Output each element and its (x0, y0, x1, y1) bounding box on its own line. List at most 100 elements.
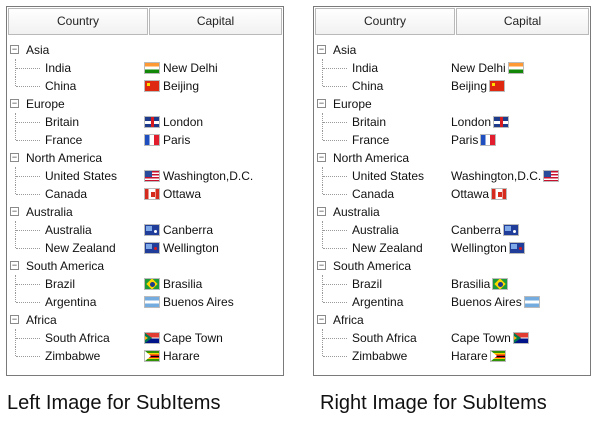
tree-connector-line (16, 230, 40, 231)
tree-connector-line (322, 293, 323, 302)
tree-item-row[interactable]: China Beijing (314, 77, 590, 95)
country-cell: Argentina (45, 295, 96, 309)
tree-item-row[interactable]: Zimbabwe Harare (314, 347, 590, 365)
tree-item-row[interactable]: India New Delhi (7, 59, 283, 77)
tree-item-row[interactable]: Zimbabwe Harare (7, 347, 283, 365)
tree-item-row[interactable]: France Paris (7, 131, 283, 149)
capital-label: Ottawa (163, 187, 201, 201)
tree-item-row[interactable]: United States Washington,D.C. (314, 167, 590, 185)
collapse-toggle-icon[interactable]: − (10, 207, 19, 216)
tree-connector-line (15, 293, 16, 302)
collapse-toggle-icon[interactable]: − (10, 45, 19, 54)
tree-item-row[interactable]: Britain London (7, 113, 283, 131)
capital-cell: New Delhi (144, 60, 218, 76)
tree-item-row[interactable]: Brazil Brasilia (314, 275, 590, 293)
tree-group-row[interactable]: − Australia (314, 203, 590, 221)
column-header-country[interactable]: Country (315, 8, 455, 35)
tree-item-row[interactable]: China Beijing (7, 77, 283, 95)
collapse-toggle-icon[interactable]: − (10, 153, 19, 162)
tree-connector-line (15, 77, 16, 86)
capital-cell: Paris (144, 132, 190, 148)
tree-item-row[interactable]: Argentina Buenos Aires (7, 293, 283, 311)
tree-connector-line (15, 347, 16, 356)
tree-item-row[interactable]: Argentina Buenos Aires (314, 293, 590, 311)
tree-group-row[interactable]: − Africa (314, 311, 590, 329)
column-header-row: Country Capital (315, 8, 589, 36)
capital-cell: Cape Town (451, 330, 529, 346)
tree-item-row[interactable]: Australia Canberra (314, 221, 590, 239)
ca-flag-icon (144, 188, 160, 200)
column-header-capital[interactable]: Capital (149, 8, 282, 35)
br-flag-icon (492, 278, 508, 290)
tree-item-row[interactable]: Canada Ottawa (314, 185, 590, 203)
group-label: North America (26, 151, 102, 165)
au-flag-icon (144, 224, 160, 236)
capital-cell: Washington,D.C. (144, 168, 253, 184)
group-label: North America (333, 151, 409, 165)
capital-cell: Brasilia (144, 276, 202, 292)
column-header-capital[interactable]: Capital (456, 8, 589, 35)
tree-connector-line (322, 239, 323, 248)
group-label: Europe (333, 97, 372, 111)
tree-item-row[interactable]: South Africa Cape Town (7, 329, 283, 347)
tree-item-row[interactable]: New Zealand Wellington (7, 239, 283, 257)
tree-item-row[interactable]: United States Washington,D.C. (7, 167, 283, 185)
tree-group-row[interactable]: − Europe (314, 95, 590, 113)
tree-item-row[interactable]: Canada Ottawa (7, 185, 283, 203)
tree-connector-line (323, 86, 347, 87)
capital-cell: New Delhi (451, 60, 524, 76)
tree-connector-line (323, 302, 347, 303)
tree-connector-line (322, 185, 323, 194)
collapse-toggle-icon[interactable]: − (317, 45, 326, 54)
tree-group-row[interactable]: − Asia (314, 41, 590, 59)
group-label: South America (333, 259, 411, 273)
capital-label: Ottawa (451, 187, 489, 201)
tree-connector-line (16, 86, 40, 87)
tree-item-row[interactable]: Australia Canberra (7, 221, 283, 239)
tree-list-left-image: Country Capital − Asia India New Delhi China… (6, 6, 284, 376)
country-cell: United States (352, 169, 424, 183)
collapse-toggle-icon[interactable]: − (317, 153, 326, 162)
tree-group-row[interactable]: − South America (7, 257, 283, 275)
tree-group-row[interactable]: − North America (7, 149, 283, 167)
cn-flag-icon (489, 80, 505, 92)
collapse-toggle-icon[interactable]: − (10, 261, 19, 270)
capital-cell: Buenos Aires (144, 294, 234, 310)
collapse-toggle-icon[interactable]: − (317, 207, 326, 216)
collapse-toggle-icon[interactable]: − (10, 99, 19, 108)
collapse-toggle-icon[interactable]: − (317, 261, 326, 270)
tree-connector-line (16, 356, 40, 357)
caption-left-image: Left Image for SubItems (7, 392, 220, 415)
tree-item-row[interactable]: South Africa Cape Town (314, 329, 590, 347)
tree-group-row[interactable]: − Europe (7, 95, 283, 113)
capital-label: Buenos Aires (163, 295, 234, 309)
capital-cell: Harare (144, 348, 200, 364)
tree-group-row[interactable]: − Australia (7, 203, 283, 221)
capital-cell: Harare (451, 348, 506, 364)
group-label: Australia (333, 205, 380, 219)
tree-item-row[interactable]: New Zealand Wellington (314, 239, 590, 257)
gb-flag-icon (493, 116, 509, 128)
tree-group-row[interactable]: − Africa (7, 311, 283, 329)
country-cell: Canada (45, 187, 87, 201)
country-cell: Britain (45, 115, 79, 129)
country-cell: Australia (45, 223, 92, 237)
group-label: Africa (333, 313, 364, 327)
country-cell: Zimbabwe (45, 349, 100, 363)
collapse-toggle-icon[interactable]: − (10, 315, 19, 324)
tree-item-row[interactable]: India New Delhi (314, 59, 590, 77)
tree-item-row[interactable]: Britain London (314, 113, 590, 131)
tree-connector-line (323, 194, 347, 195)
tree-item-row[interactable]: France Paris (314, 131, 590, 149)
tree-item-row[interactable]: Brazil Brasilia (7, 275, 283, 293)
tree-group-row[interactable]: − Asia (7, 41, 283, 59)
column-header-country[interactable]: Country (8, 8, 148, 35)
capital-label: Harare (163, 349, 200, 363)
tree-group-row[interactable]: − South America (314, 257, 590, 275)
tree-connector-line (16, 194, 40, 195)
tree-group-row[interactable]: − North America (314, 149, 590, 167)
capital-cell: Buenos Aires (451, 294, 540, 310)
capital-label: Washington,D.C. (163, 169, 253, 183)
collapse-toggle-icon[interactable]: − (317, 99, 326, 108)
collapse-toggle-icon[interactable]: − (317, 315, 326, 324)
